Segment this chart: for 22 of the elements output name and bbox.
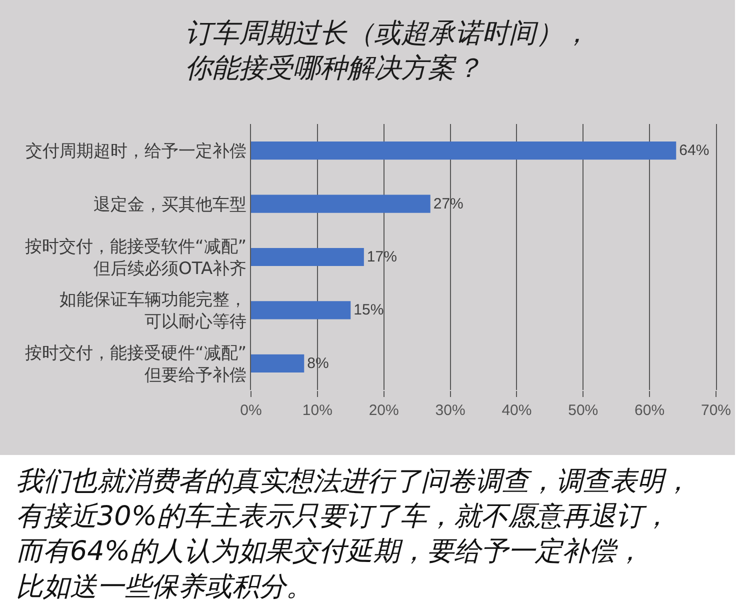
chart-title: 订车周期过长（或超承诺时间），你能接受哪种解决方案？ — [185, 18, 590, 84]
x-tick-label: 30% — [435, 402, 466, 419]
x-tick-label: 0% — [240, 402, 262, 419]
x-tick-label: 60% — [634, 402, 665, 419]
bar — [251, 194, 430, 213]
text: 我们也就消费者的真实想法进行了问卷调查，调查表明，有接近30%的车主表示只要订了车，就不愿意再退订，而有64%的人认为如果交付延期，要给予一定补偿，比如送一些保养或积分。 — [16, 466, 691, 602]
y-tick-label: 退定金，买其他车型 — [94, 194, 247, 215]
x-tick-label: 40% — [502, 402, 532, 419]
y-tick-label: 如能保证车辆功能完整，可以耐心等待 — [60, 290, 247, 332]
bar — [251, 354, 304, 372]
x-tick-label: 50% — [568, 402, 598, 419]
y-tick-label: 按时交付，能接受硬件“减配”但要给予补偿 — [24, 343, 247, 386]
y-tick-label: 按时交付，能接受软件“减配”但后续必须OTA补齐 — [24, 236, 247, 279]
data-label: 15% — [354, 302, 384, 319]
x-tick-label: 20% — [368, 402, 399, 419]
data-label: 64% — [679, 142, 710, 160]
bar — [251, 301, 351, 320]
bar — [251, 248, 364, 266]
y-tick-label: 交付周期超时，给予一定补偿 — [26, 142, 247, 162]
bar — [251, 142, 676, 160]
x-tick-label: 10% — [302, 402, 332, 419]
x-tick-label: 70% — [700, 402, 732, 419]
